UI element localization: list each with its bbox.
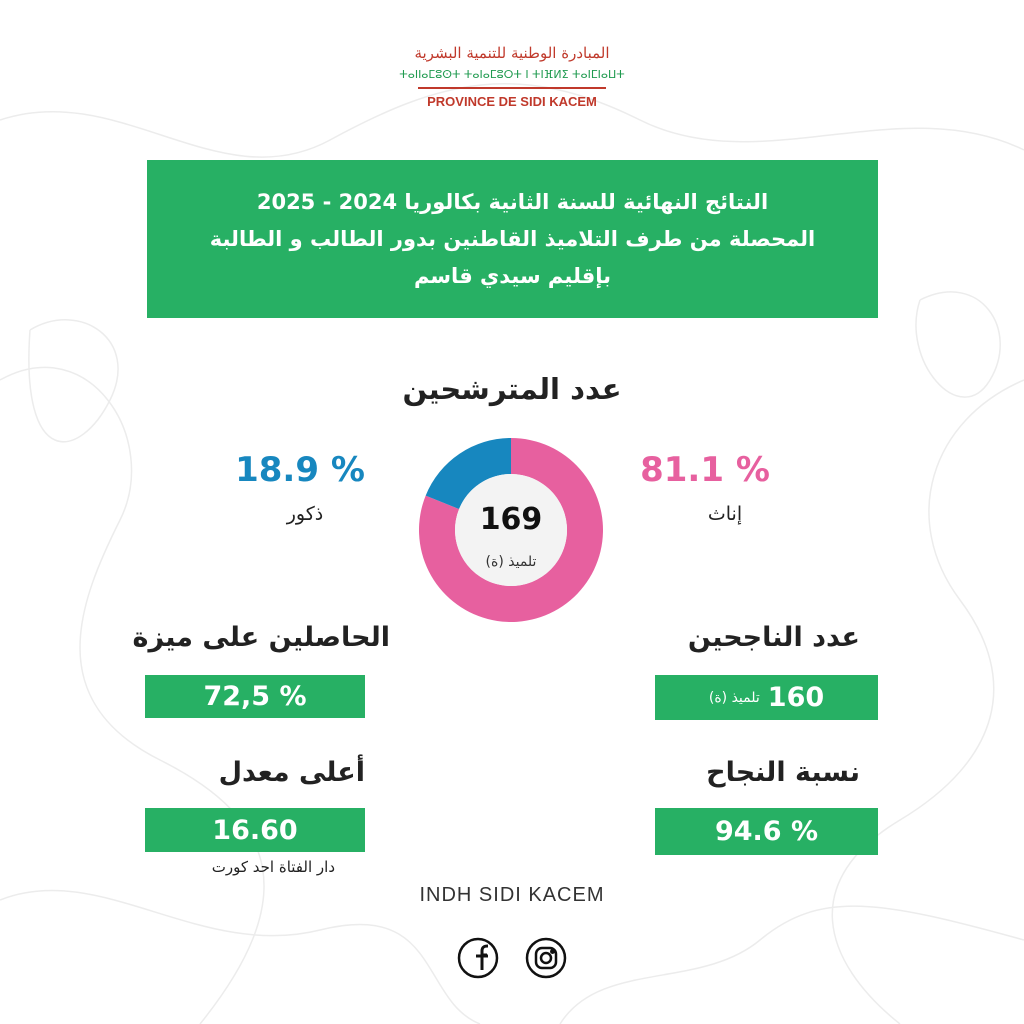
legend-entry: ذكور bbox=[286, 503, 324, 525]
stat-label: الحاصلين على ميزة bbox=[132, 622, 390, 653]
logo-province: PROVINCE DE SIDI KACEM bbox=[427, 94, 597, 109]
stat-unit: تلميذ (ة) bbox=[708, 689, 760, 706]
title-line: المحصلة من طرف التلاميذ القاطنين بدور ال… bbox=[209, 226, 816, 251]
title-line: النتائج النهائية للسنة الثانية بكالوريا … bbox=[256, 189, 769, 214]
stat-box: 72,5 % bbox=[145, 675, 365, 718]
total-value: 169 bbox=[479, 502, 543, 537]
topo-lines bbox=[0, 83, 1024, 1024]
stat-box: 160 تلميذ (ة) bbox=[655, 675, 878, 720]
stat-box: 16.60 bbox=[145, 808, 365, 852]
stat-value: 94.6 % bbox=[714, 816, 819, 847]
donut-chart bbox=[419, 437, 603, 622]
facebook-icon[interactable] bbox=[457, 937, 499, 979]
footer-text: INDH SIDI KACEM bbox=[419, 884, 605, 906]
stat-box: 94.6 % bbox=[655, 808, 878, 855]
legend-entry: إناث bbox=[707, 503, 743, 525]
stat-value: 160 bbox=[767, 682, 825, 713]
stat-label: أعلى معدل bbox=[218, 757, 365, 788]
donut-hole bbox=[455, 474, 567, 586]
logo-arabic: المبادرة الوطنية للتنمية البشرية bbox=[414, 44, 610, 62]
logo-tifinagh: ⵜⴰⵏⵏⴰⵎⵓⵙⵜ ⵜⴰⵏⴰⵎⵓⵔⵜ ⵏ ⵜⵏⴼⵍⵉ ⵜⴰⵏⵎⵏⴰⵡⵜ bbox=[399, 68, 625, 81]
stat-value: 72,5 % bbox=[203, 681, 307, 712]
chart-title: عدد المترشحين bbox=[402, 372, 622, 406]
stat-label: نسبة النجاح bbox=[706, 757, 860, 788]
stat-value: 16.60 bbox=[212, 814, 298, 846]
value-label: 81.1 % bbox=[640, 450, 770, 490]
stat-note: دار الفتاة احد كورت bbox=[211, 858, 335, 876]
value-label: 18.9 % bbox=[235, 450, 365, 490]
stat-label: عدد الناجحين bbox=[687, 622, 860, 653]
donut-slice bbox=[419, 437, 603, 622]
title-line: بإقليم سيدي قاسم bbox=[413, 263, 612, 288]
title-box: النتائج النهائية للسنة الثانية بكالوريا … bbox=[147, 160, 878, 318]
total-unit: تلميذ (ة) bbox=[485, 554, 537, 570]
donut-slice bbox=[425, 438, 511, 510]
instagram-icon[interactable] bbox=[525, 937, 567, 979]
